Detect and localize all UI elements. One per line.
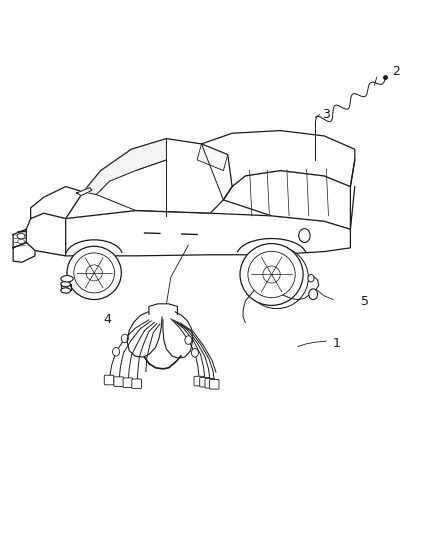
Circle shape [113,348,120,356]
Ellipse shape [18,239,25,244]
Ellipse shape [248,252,295,297]
Text: 3: 3 [322,108,330,121]
Circle shape [191,349,198,357]
Polygon shape [66,139,237,219]
Ellipse shape [245,247,308,309]
Ellipse shape [263,266,280,283]
Text: 5: 5 [361,295,369,308]
FancyBboxPatch shape [194,376,204,386]
Circle shape [308,274,314,282]
Polygon shape [26,211,350,256]
Circle shape [121,334,128,343]
Ellipse shape [61,288,71,293]
Ellipse shape [240,244,303,305]
Ellipse shape [74,253,115,293]
Polygon shape [223,171,350,229]
FancyBboxPatch shape [200,377,209,387]
Polygon shape [13,229,26,248]
FancyBboxPatch shape [205,378,215,388]
FancyBboxPatch shape [123,378,133,387]
Text: 2: 2 [392,66,400,78]
FancyBboxPatch shape [132,379,141,389]
Circle shape [185,336,192,344]
Circle shape [309,289,318,300]
Text: 1: 1 [333,337,341,350]
Polygon shape [31,187,83,219]
Ellipse shape [67,246,121,300]
Polygon shape [197,144,228,171]
Polygon shape [201,131,355,187]
Polygon shape [83,139,166,195]
Ellipse shape [61,281,71,287]
Polygon shape [13,243,35,262]
Ellipse shape [17,233,25,239]
Polygon shape [26,213,66,256]
Ellipse shape [86,265,102,281]
Text: 4: 4 [103,313,111,326]
FancyBboxPatch shape [104,375,114,385]
Circle shape [299,229,310,243]
Ellipse shape [61,276,73,282]
FancyBboxPatch shape [114,377,124,386]
FancyBboxPatch shape [209,379,219,389]
Polygon shape [77,188,92,196]
